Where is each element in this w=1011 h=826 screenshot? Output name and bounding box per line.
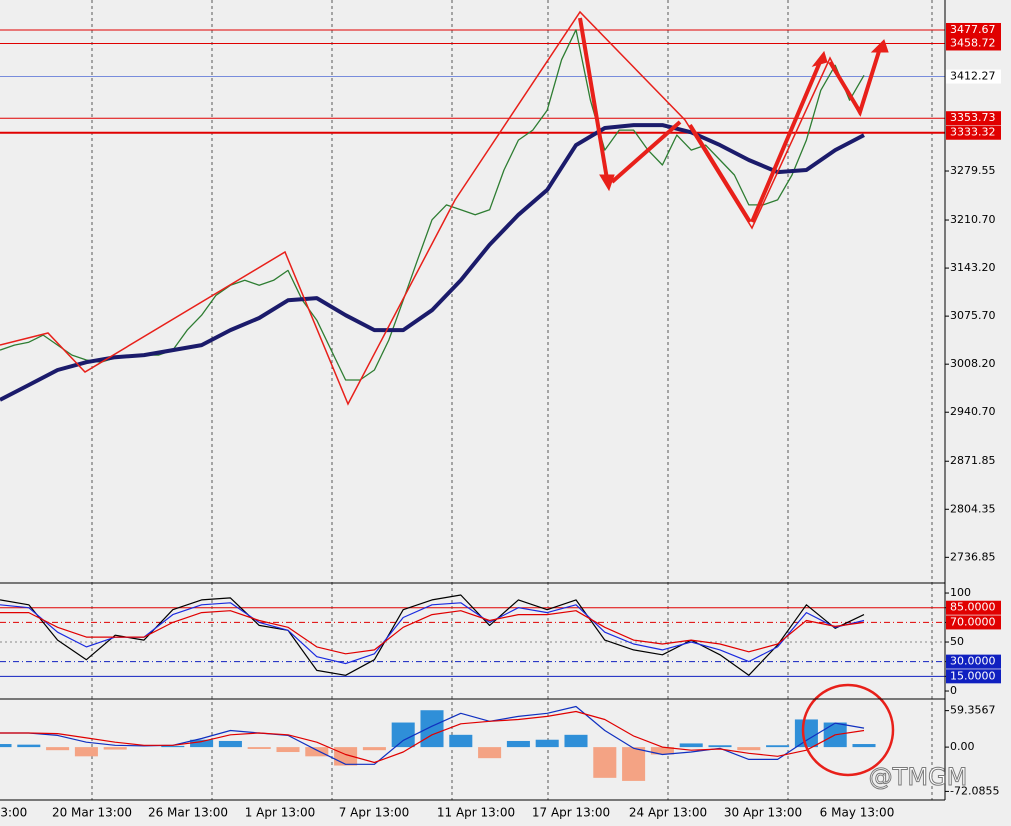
histogram-bar (247, 747, 271, 749)
histogram-bar (737, 747, 761, 751)
y-tick-label: -72.0855 (950, 784, 999, 797)
series-line (0, 710, 865, 764)
series-line (0, 610, 865, 655)
y-tick-label: 2736.85 (950, 550, 996, 563)
y-tick-label: 3279.55 (950, 164, 996, 177)
y-tick-label: 30.0000 (950, 655, 996, 668)
histogram-bar (305, 747, 329, 757)
histogram-bar (103, 747, 127, 750)
level-label: 3333.32 (950, 126, 996, 139)
zigzag (0, 10, 861, 406)
y-tick-label: 0.00 (950, 740, 975, 753)
histogram-bar (478, 747, 502, 759)
series-line (0, 594, 865, 676)
arrow (828, 47, 882, 117)
arrow (578, 17, 610, 186)
highlight-circle (801, 683, 895, 777)
x-tick-label: 20 Mar 13:00 (52, 806, 132, 820)
histogram-bar (622, 747, 646, 781)
y-tick-label: 3075.70 (950, 309, 996, 322)
histogram-bar (161, 745, 185, 748)
y-tick-label: 50 (950, 635, 964, 648)
level-label-bg (946, 69, 1001, 84)
histogram-bar (535, 739, 559, 748)
histogram-bar (449, 734, 473, 748)
histogram-bar (564, 734, 588, 748)
histogram-bar (276, 747, 300, 753)
histogram-bar (74, 747, 98, 757)
level-label-bg (946, 125, 1001, 140)
histogram-bar (362, 747, 386, 751)
level-label: 3412.27 (950, 70, 996, 83)
x-tick-label: 30 Apr 13:00 (724, 806, 802, 820)
y-tick-label-bg (946, 615, 1001, 630)
y-tick-label-bg (946, 600, 1001, 615)
histogram-bar (0, 744, 12, 748)
arrow (688, 123, 752, 224)
y-tick-label: 3143.20 (950, 261, 996, 274)
histogram-bar (679, 743, 703, 748)
x-tick-label: 17 Apr 13:00 (532, 806, 610, 820)
watermark: @TMGM (869, 763, 968, 791)
level-label-bg (946, 22, 1001, 37)
arrow-head (811, 50, 828, 67)
x-tick-label: 24 Apr 13:00 (629, 806, 707, 820)
y-tick-label: 0 (950, 684, 957, 697)
arrow (750, 61, 822, 223)
x-tick-label: 6 May 13:00 (820, 806, 895, 820)
level-label-bg (946, 36, 1001, 51)
histogram-bar (391, 722, 415, 748)
arrow (610, 120, 682, 184)
level-label-bg (946, 111, 1001, 126)
series-line (0, 705, 865, 765)
y-tick-label: 59.3567 (950, 704, 996, 717)
x-tick-label: 26 Mar 13:00 (148, 806, 228, 820)
histogram-bar (708, 745, 732, 748)
series-line (0, 123, 865, 402)
arrow-head (599, 174, 615, 192)
y-tick-label: 3210.70 (950, 213, 996, 226)
histogram-bar (17, 744, 41, 748)
histogram-bar (593, 747, 617, 778)
histogram-bar (794, 719, 818, 748)
y-tick-label-bg (946, 654, 1001, 669)
y-tick-label: 100 (950, 586, 971, 599)
x-tick-label: 13:00 (0, 806, 27, 820)
y-tick-label: 2940.70 (950, 405, 996, 418)
y-tick-label: 2804.35 (950, 502, 996, 515)
histogram-bar (650, 747, 674, 755)
level-label: 3353.73 (950, 111, 996, 124)
y-tick-label: 3008.20 (950, 357, 996, 370)
histogram-bar (766, 745, 790, 748)
level-label: 3477.67 (950, 23, 996, 36)
y-tick-label: 85.0000 (950, 601, 996, 614)
x-tick-label: 7 Apr 13:00 (339, 806, 410, 820)
histogram-bar (852, 744, 876, 748)
x-tick-label: 11 Apr 13:00 (437, 806, 515, 820)
y-tick-label: 15.0000 (950, 669, 996, 682)
y-tick-label-bg (946, 669, 1001, 684)
level-label: 3458.72 (950, 36, 996, 49)
x-tick-label: 1 Apr 13:00 (245, 806, 316, 820)
histogram-bar (46, 747, 70, 751)
annotations (0, 10, 895, 777)
y-tick-label: 2871.85 (950, 454, 996, 467)
histogram-bar (506, 740, 530, 748)
histogram-bar (218, 740, 242, 748)
y-tick-label: 70.0000 (950, 615, 996, 628)
histogram-bar (420, 710, 444, 748)
histogram-bar (190, 739, 214, 748)
arrow-head (870, 39, 889, 53)
